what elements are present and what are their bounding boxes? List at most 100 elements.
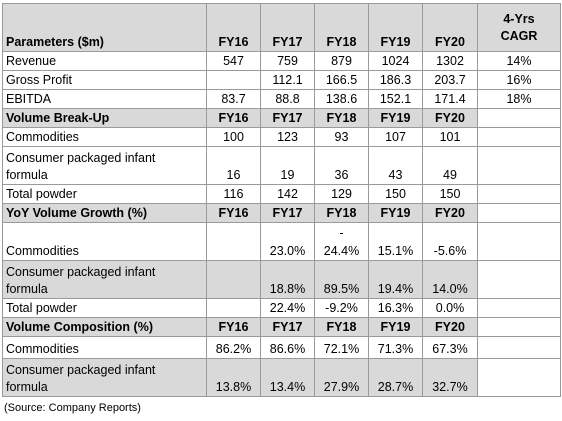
cell-value: 150 bbox=[422, 184, 478, 204]
cell-value: 93 bbox=[314, 127, 369, 147]
table-row: Gross Profit 112.1 166.5 186.3 203.7 16% bbox=[2, 70, 561, 90]
cagr-header: 4-Yrs CAGR bbox=[477, 3, 561, 52]
cell-value: 14.0% bbox=[422, 260, 478, 299]
cell-value: 49 bbox=[422, 146, 478, 185]
row-label: Total powder bbox=[2, 298, 207, 318]
cell-value bbox=[206, 260, 261, 299]
row-label: Commodities bbox=[2, 336, 207, 359]
cell-value-text: 24.4% bbox=[323, 244, 360, 258]
empty-cell bbox=[477, 358, 561, 397]
year-header: FY20 bbox=[422, 3, 478, 52]
row-label: Total powder bbox=[2, 184, 207, 204]
row-label: Gross Profit bbox=[2, 70, 207, 90]
section-header-row: Volume Break-Up FY16 FY17 FY18 FY19 FY20 bbox=[2, 108, 561, 128]
section-title: Volume Composition (%) bbox=[2, 317, 207, 337]
empty-cell bbox=[477, 260, 561, 299]
cell-value: 879 bbox=[314, 51, 369, 71]
cell-value: 86.2% bbox=[206, 336, 261, 359]
negative-sign: - bbox=[339, 226, 344, 240]
year-header: FY17 bbox=[260, 317, 315, 337]
year-header: FY18 bbox=[314, 3, 369, 52]
table-row: Consumer packaged infant formula 13.8% 1… bbox=[2, 358, 561, 397]
table-row: Consumer packaged infant formula 16 19 3… bbox=[2, 146, 561, 185]
year-header: FY16 bbox=[206, 203, 261, 223]
cell-value: 23.0% bbox=[260, 222, 315, 261]
cagr-value: 14% bbox=[477, 51, 561, 71]
cagr-value: 16% bbox=[477, 70, 561, 90]
year-header: FY16 bbox=[206, 3, 261, 52]
cell-value: 129 bbox=[314, 184, 369, 204]
cell-value: 88.8 bbox=[260, 89, 315, 109]
year-header: FY19 bbox=[368, 3, 423, 52]
cell-value bbox=[206, 298, 261, 318]
cell-value: 112.1 bbox=[260, 70, 315, 90]
cell-value: 1302 bbox=[422, 51, 478, 71]
cell-value: 36 bbox=[314, 146, 369, 185]
cell-value: 100 bbox=[206, 127, 261, 147]
cell-value: 32.7% bbox=[422, 358, 478, 397]
year-header: FY19 bbox=[368, 203, 423, 223]
section-title: Volume Break-Up bbox=[2, 108, 207, 128]
cell-value: 107 bbox=[368, 127, 423, 147]
cell-value: 152.1 bbox=[368, 89, 423, 109]
cell-value bbox=[206, 222, 261, 261]
empty-cell bbox=[477, 336, 561, 359]
cell-value: 547 bbox=[206, 51, 261, 71]
year-header: FY18 bbox=[314, 108, 369, 128]
row-label: Commodities bbox=[2, 127, 207, 147]
year-header: FY20 bbox=[422, 317, 478, 337]
year-header: FY17 bbox=[260, 203, 315, 223]
financial-table: Parameters ($m) FY16 FY17 FY18 FY19 FY20… bbox=[2, 3, 561, 397]
row-label-line1: Consumer packaged infant bbox=[6, 151, 156, 165]
empty-cell bbox=[477, 108, 561, 128]
table-row: Consumer packaged infant formula 18.8% 8… bbox=[2, 260, 561, 299]
table-row: Total powder 22.4% -9.2% 16.3% 0.0% bbox=[2, 298, 561, 318]
empty-cell bbox=[477, 222, 561, 261]
cell-value: 19.4% bbox=[368, 260, 423, 299]
cell-value: 171.4 bbox=[422, 89, 478, 109]
empty-cell bbox=[477, 184, 561, 204]
year-header: FY18 bbox=[314, 317, 369, 337]
cell-value: 71.3% bbox=[368, 336, 423, 359]
year-header: FY19 bbox=[368, 108, 423, 128]
year-header: FY17 bbox=[260, 108, 315, 128]
cell-value: 123 bbox=[260, 127, 315, 147]
cell-value: 0.0% bbox=[422, 298, 478, 318]
row-label: Consumer packaged infant formula bbox=[2, 146, 207, 185]
row-label: EBITDA bbox=[2, 89, 207, 109]
cell-value: -5.6% bbox=[422, 222, 478, 261]
cell-value: -9.2% bbox=[314, 298, 369, 318]
cell-value: 67.3% bbox=[422, 336, 478, 359]
cell-value: 28.7% bbox=[368, 358, 423, 397]
source-note: (Source: Company Reports) bbox=[4, 402, 141, 414]
cell-value: 89.5% bbox=[314, 260, 369, 299]
cell-value: 43 bbox=[368, 146, 423, 185]
table-header-row: Parameters ($m) FY16 FY17 FY18 FY19 FY20… bbox=[2, 3, 561, 52]
row-label: Revenue bbox=[2, 51, 207, 71]
year-header: FY20 bbox=[422, 203, 478, 223]
cell-value: 16 bbox=[206, 146, 261, 185]
cell-value: 150 bbox=[368, 184, 423, 204]
table-row: Revenue 547 759 879 1024 1302 14% bbox=[2, 51, 561, 71]
cell-value: 1024 bbox=[368, 51, 423, 71]
year-header: FY19 bbox=[368, 317, 423, 337]
cell-value: 186.3 bbox=[368, 70, 423, 90]
row-label-line2: formula bbox=[6, 282, 48, 296]
cell-value: 15.1% bbox=[368, 222, 423, 261]
row-label: Consumer packaged infant formula bbox=[2, 358, 207, 397]
cell-value: - 24.4% bbox=[314, 222, 369, 261]
cell-value: 18.8% bbox=[260, 260, 315, 299]
empty-cell bbox=[477, 317, 561, 337]
cell-value: 16.3% bbox=[368, 298, 423, 318]
empty-cell bbox=[477, 203, 561, 223]
year-header: FY17 bbox=[260, 3, 315, 52]
section-header-row: YoY Volume Growth (%) FY16 FY17 FY18 FY1… bbox=[2, 203, 561, 223]
row-label: Commodities bbox=[2, 222, 207, 261]
table-row: Commodities 86.2% 86.6% 72.1% 71.3% 67.3… bbox=[2, 336, 561, 359]
cagr-value: 18% bbox=[477, 89, 561, 109]
table-row: EBITDA 83.7 88.8 138.6 152.1 171.4 18% bbox=[2, 89, 561, 109]
row-label-line1: Consumer packaged infant bbox=[6, 363, 156, 377]
cell-value: 19 bbox=[260, 146, 315, 185]
row-label-line2: formula bbox=[6, 380, 48, 394]
cell-value: 72.1% bbox=[314, 336, 369, 359]
